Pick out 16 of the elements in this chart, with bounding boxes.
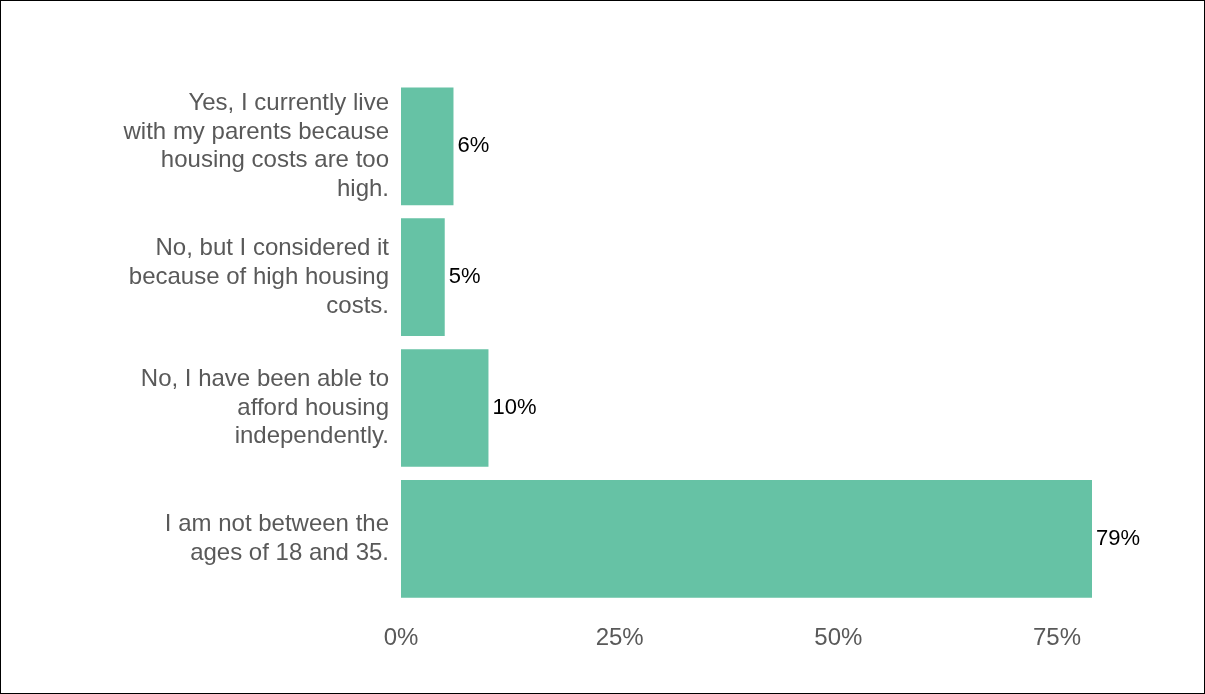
data-label: 5% [448,263,481,289]
x-tick-label: 50% [814,623,863,651]
y-tick-label: No, I have been able to afford housing independently. [140,363,389,449]
y-tick-label: Yes, I currently live with my parents because housing costs are too high. [122,87,389,202]
bar [401,479,1092,598]
bar [401,87,454,206]
x-tick-label: 75% [1032,623,1082,651]
bar [401,349,489,467]
y-tick-label: No, but I considered it because of high housing costs. [128,233,390,318]
data-label: 6% [457,132,490,158]
data-label: 10% [492,394,537,420]
y-tick-label: I am not between the ages of 18 and 35. [164,509,389,565]
bar [401,218,445,337]
x-tick-label: 0% [383,623,419,651]
data-label: 79% [1096,524,1141,550]
x-tick-label: 25% [595,623,644,651]
